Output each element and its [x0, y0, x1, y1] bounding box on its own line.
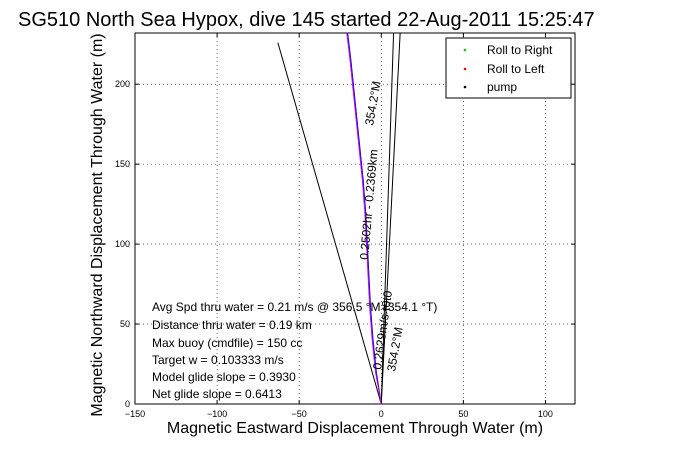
legend-label-roll-right: Roll to Right [487, 43, 553, 57]
legend-label-pump: pump [487, 80, 517, 94]
annotation-net-glide: Net glide slope = 0.6413 [152, 387, 282, 401]
x-tick-label: 0 [379, 409, 384, 419]
x-tick-label: −100 [207, 409, 227, 419]
legend-marker-pump [463, 85, 467, 89]
legend: Roll to Right Roll to Left pump [445, 37, 572, 99]
annotation-distance: Distance thru water = 0.19 km [152, 318, 312, 332]
grid [134, 33, 575, 405]
y-tick-label: 50 [120, 319, 130, 329]
legend-box [445, 37, 572, 99]
reference-line-0 [277, 42, 382, 405]
x-tick-label: −150 [125, 409, 145, 419]
annotation-model-glide: Model glide slope = 0.3930 [152, 370, 296, 384]
series-line-0 [347, 32, 382, 405]
annotation-max-buoy: Max buoy (cmdfile) = 150 cc [152, 336, 302, 350]
chart-title: SG510 North Sea Hypox, dive 145 started … [18, 9, 595, 31]
x-tick-label: −50 [292, 409, 307, 419]
series-group [346, 32, 382, 405]
x-axis-label: Magnetic Eastward Displacement Through W… [167, 420, 543, 437]
reference-lines [277, 32, 401, 405]
legend-marker-roll-left [463, 67, 467, 71]
annotation-avg-speed: Avg Spd thru water = 0.21 m/s @ 356.5 °M… [152, 300, 437, 314]
y-tick-label: 0 [125, 399, 130, 409]
x-tick-label: 50 [458, 409, 468, 419]
y-axis-ticks: 0 50 100 150 200 [115, 79, 575, 409]
reference-line-1 [380, 32, 395, 405]
annotation-target-w: Target w = 0.103333 m/s [152, 353, 284, 367]
legend-marker-roll-right [463, 48, 467, 52]
x-tick-label: 100 [538, 409, 553, 419]
y-tick-label: 200 [115, 79, 130, 89]
annotation-block: Avg Spd thru water = 0.21 m/s @ 356.5 °M… [152, 300, 437, 401]
y-axis-label: Magnetic Northward Displacement Through … [89, 33, 106, 416]
series-line-1 [346, 32, 382, 405]
legend-label-roll-left: Roll to Left [487, 62, 545, 76]
y-tick-label: 100 [115, 239, 130, 249]
reference-line-2 [380, 32, 401, 405]
y-tick-label: 150 [115, 159, 130, 169]
